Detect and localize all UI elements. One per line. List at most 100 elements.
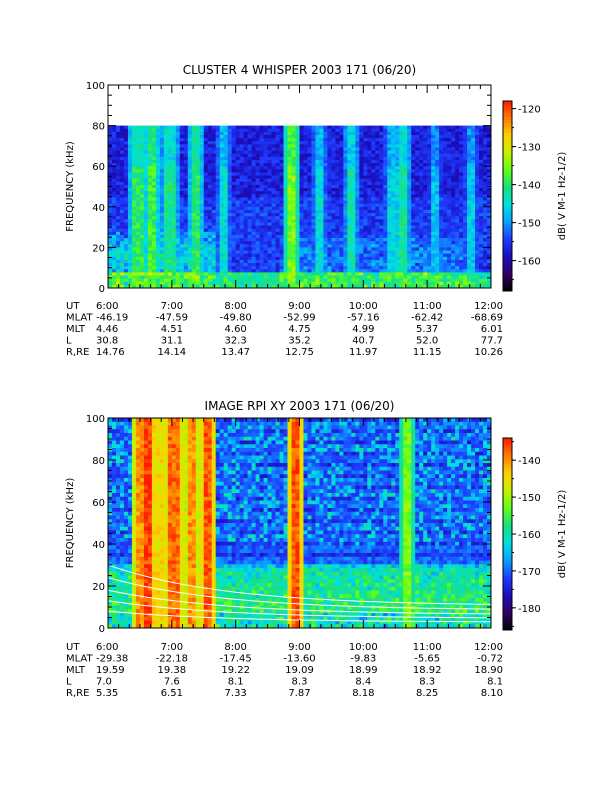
- spectrogram-cell: [223, 213, 229, 217]
- spectrogram-cell: [111, 284, 117, 289]
- spectrogram-cell: [279, 175, 284, 180]
- spectrogram-cell: [467, 184, 472, 189]
- spectrogram-cell: [327, 222, 332, 226]
- spectrogram-cell: [315, 278, 320, 283]
- spectrogram-cell: [487, 281, 492, 286]
- spectrogram-cell: [191, 203, 197, 208]
- spectrogram-cell: [115, 219, 121, 223]
- spectrogram-cell: [323, 206, 328, 211]
- spectrogram-cell: [175, 181, 181, 186]
- spectrogram-cell: [219, 231, 225, 236]
- spectrogram-cell: [219, 163, 225, 167]
- spectrogram-cell: [147, 169, 153, 173]
- spectrogram-cell: [355, 194, 360, 198]
- spectrogram-cell: [119, 244, 125, 248]
- spectrogram-cell: [479, 172, 484, 176]
- spectrogram-cell: [351, 184, 356, 189]
- spectrogram-cell: [291, 222, 296, 226]
- spectrogram-cell: [115, 259, 121, 264]
- spectrogram-cell: [415, 169, 420, 173]
- spectrogram-cell: [311, 131, 316, 136]
- spectrogram-cell: [183, 281, 189, 286]
- spectrogram-cell: [351, 216, 356, 220]
- spectrogram-cell: [371, 197, 376, 201]
- spectrogram-cell: [267, 200, 272, 205]
- spectrogram-cell: [251, 231, 257, 236]
- spectrogram-cell: [279, 259, 284, 264]
- spectrogram-cell: [307, 125, 312, 130]
- spectrogram-cell: [243, 225, 249, 230]
- spectrogram-cell: [111, 181, 117, 186]
- spectrogram-cell: [279, 200, 284, 205]
- spectrogram-cell: [179, 222, 185, 226]
- spectrogram-cell: [211, 250, 217, 255]
- spectrogram-cell: [335, 284, 340, 289]
- spectrogram-cell: [203, 197, 209, 201]
- spectrogram-cell: [479, 181, 484, 186]
- spectrogram-cell: [108, 269, 113, 273]
- spectrogram-cell: [483, 144, 488, 148]
- spectrogram-cell: [303, 125, 308, 130]
- spectrogram-cell: [471, 159, 476, 164]
- spectrogram-cell: [443, 256, 448, 261]
- spectrogram-cell: [359, 131, 364, 136]
- spectrogram-cell: [327, 194, 332, 198]
- spectrogram-cell: [307, 147, 312, 151]
- spectrogram-cell: [223, 241, 229, 245]
- spectrogram-cell: [155, 272, 161, 276]
- spectrogram-cell: [427, 281, 432, 286]
- spectrogram-cell: [323, 281, 328, 286]
- spectrogram-cell: [323, 238, 328, 242]
- spectrogram-cell: [295, 188, 300, 192]
- spectrogram-cell: [339, 203, 344, 208]
- spectrogram-cell: [283, 259, 288, 264]
- spectrogram-cell: [367, 247, 372, 251]
- spectrogram-cell: [487, 197, 492, 201]
- spectrogram-cell: [251, 172, 257, 176]
- spectrogram-cell: [447, 184, 452, 189]
- spectrogram-cell: [243, 275, 249, 280]
- spectrogram-cell: [399, 278, 404, 283]
- spectrogram-cell: [287, 253, 292, 258]
- spectrogram-cell: [323, 178, 328, 183]
- spectrogram-cell: [231, 175, 237, 180]
- spectrogram-cell: [455, 147, 460, 151]
- spectrogram-cell: [311, 209, 316, 214]
- spectrogram-cell: [247, 278, 253, 283]
- spectrogram-cell: [363, 197, 368, 201]
- spectrogram-cell: [159, 163, 165, 167]
- spectrogram-cell: [427, 259, 432, 264]
- spectrogram-cell: [239, 266, 245, 270]
- spectrogram-cell: [239, 166, 245, 170]
- spectrogram-cell: [487, 256, 492, 261]
- spectrogram-cell: [227, 141, 233, 145]
- spectrogram-cell: [199, 244, 205, 248]
- spectrogram-cell: [199, 125, 205, 130]
- spectrogram-cell: [159, 125, 165, 130]
- spectrogram-cell: [331, 194, 336, 198]
- spectrogram-cell: [207, 275, 213, 280]
- spectrogram-cell: [327, 213, 332, 217]
- spectrogram-cell: [163, 206, 169, 211]
- spectrogram-cell: [435, 200, 440, 205]
- spectrogram-cell: [335, 241, 340, 245]
- spectrogram-cell: [403, 253, 408, 258]
- spectrogram-cell: [463, 253, 468, 258]
- spectrogram-cell: [419, 194, 424, 198]
- spectrogram-cell: [283, 238, 288, 242]
- spectrogram-cell: [227, 194, 233, 198]
- spectrogram-cell: [219, 159, 225, 164]
- spectrogram-cell: [203, 169, 209, 173]
- spectrogram-cell: [243, 163, 249, 167]
- spectrogram-cell: [223, 209, 229, 214]
- spectrogram-cell: [135, 256, 141, 261]
- spectrogram-cell: [195, 216, 201, 220]
- spectrogram-cell: [259, 234, 264, 239]
- spectrogram-cell: [447, 200, 452, 205]
- spectrogram-cell: [471, 166, 476, 170]
- spectrogram-cell: [143, 213, 149, 217]
- spectrogram-cell: [187, 169, 193, 173]
- spectrogram-cell: [355, 259, 360, 264]
- spectrogram-cell: [379, 272, 384, 276]
- spectrogram-cell: [155, 263, 161, 267]
